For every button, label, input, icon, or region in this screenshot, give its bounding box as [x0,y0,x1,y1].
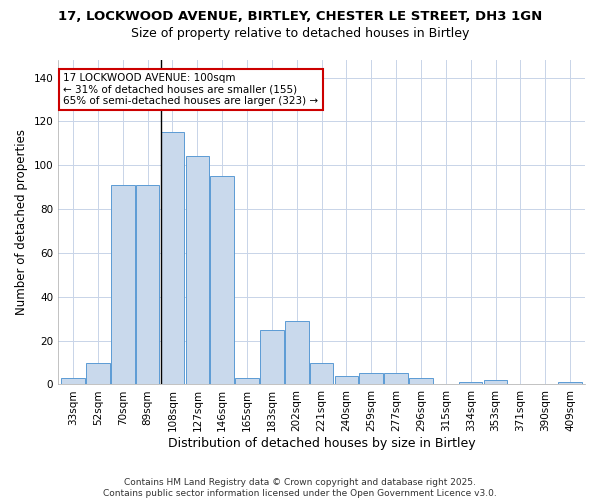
Bar [86,362,110,384]
Text: Contains HM Land Registry data © Crown copyright and database right 2025.
Contai: Contains HM Land Registry data © Crown c… [103,478,497,498]
Bar [310,362,334,384]
Y-axis label: Number of detached properties: Number of detached properties [15,129,28,315]
Bar [409,378,433,384]
Bar [111,185,134,384]
Text: 17 LOCKWOOD AVENUE: 100sqm
← 31% of detached houses are smaller (155)
65% of sem: 17 LOCKWOOD AVENUE: 100sqm ← 31% of deta… [64,73,319,106]
Bar [185,156,209,384]
Bar [335,376,358,384]
Bar [459,382,482,384]
Bar [235,378,259,384]
Bar [558,382,582,384]
Text: 17, LOCKWOOD AVENUE, BIRTLEY, CHESTER LE STREET, DH3 1GN: 17, LOCKWOOD AVENUE, BIRTLEY, CHESTER LE… [58,10,542,23]
Bar [385,374,408,384]
X-axis label: Distribution of detached houses by size in Birtley: Distribution of detached houses by size … [168,437,475,450]
Bar [359,374,383,384]
Bar [260,330,284,384]
Bar [285,321,308,384]
Bar [484,380,508,384]
Bar [61,378,85,384]
Text: Size of property relative to detached houses in Birtley: Size of property relative to detached ho… [131,28,469,40]
Bar [211,176,234,384]
Bar [136,185,160,384]
Bar [161,132,184,384]
